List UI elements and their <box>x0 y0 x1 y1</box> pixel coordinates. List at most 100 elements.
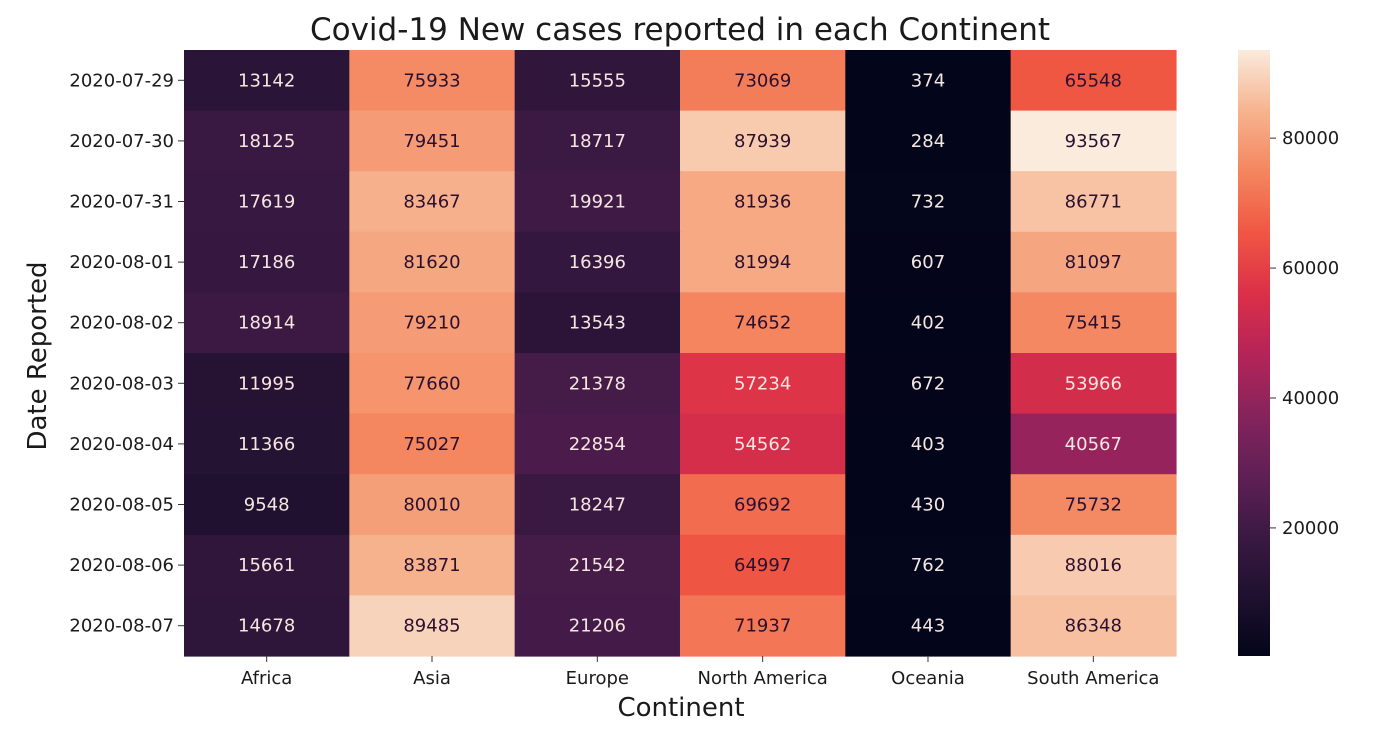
y-tick-label: 2020-08-06 <box>69 555 174 576</box>
cell-value-label: 15661 <box>238 555 295 576</box>
cell-value-label: 403 <box>911 434 945 455</box>
cell-value-label: 17619 <box>238 192 295 213</box>
heatmap-cell <box>845 534 1012 596</box>
cell-value-label: 22854 <box>569 434 626 455</box>
y-tick-label: 2020-07-29 <box>69 70 174 91</box>
heatmap-cell <box>679 50 846 112</box>
y-tick-label: 2020-07-31 <box>69 192 174 213</box>
heatmap-cell <box>845 110 1012 172</box>
cell-value-label: 79451 <box>403 131 460 152</box>
cell-value-label: 762 <box>911 555 945 576</box>
cell-value-label: 732 <box>911 192 945 213</box>
cell-value-label: 75415 <box>1065 313 1122 334</box>
cell-value-label: 40567 <box>1065 434 1122 455</box>
y-tick-label: 2020-08-04 <box>69 434 174 455</box>
heatmap-cell <box>845 50 1012 112</box>
cell-value-label: 443 <box>911 616 945 637</box>
heatmap-cell <box>514 595 681 657</box>
cell-value-label: 607 <box>911 252 945 273</box>
cell-value-label: 21378 <box>569 373 626 394</box>
cell-value-label: 71937 <box>734 616 791 637</box>
cell-value-label: 65548 <box>1065 70 1122 91</box>
cell-value-label: 86771 <box>1065 192 1122 213</box>
colorbar-tick-label: 80000 <box>1282 128 1339 149</box>
cell-value-label: 374 <box>911 70 945 91</box>
cell-value-label: 13142 <box>238 70 295 91</box>
heatmap-cell <box>349 292 516 354</box>
heatmap-cell <box>1010 353 1177 415</box>
cell-value-label: 77660 <box>403 373 460 394</box>
cell-value-label: 284 <box>911 131 945 152</box>
cell-value-label: 64997 <box>734 555 791 576</box>
cell-value-label: 57234 <box>734 373 791 394</box>
x-tick-label: Africa <box>241 668 292 689</box>
cell-value-label: 16396 <box>569 252 626 273</box>
heatmap-cell <box>514 171 681 233</box>
cell-value-label: 74652 <box>734 313 791 334</box>
heatmap-cell <box>679 534 846 596</box>
cell-value-label: 81936 <box>734 192 791 213</box>
cell-value-label: 80010 <box>403 495 460 516</box>
heatmap-cell <box>1010 110 1177 172</box>
heatmap-cell <box>679 171 846 233</box>
heatmap-cells: 13142 75933 15555 73069 374 65548 18125 79451 18… <box>184 50 1177 657</box>
heatmap-cell <box>349 595 516 657</box>
y-tick-label: 2020-08-05 <box>69 495 174 516</box>
cell-value-label: 21206 <box>569 616 626 637</box>
heatmap-cell <box>184 474 350 536</box>
heatmap-cell <box>679 474 846 536</box>
heatmap-cell <box>184 292 350 354</box>
cell-value-label: 17186 <box>238 252 295 273</box>
colorbar-tick-label: 40000 <box>1282 388 1339 409</box>
cell-value-label: 86348 <box>1065 616 1122 637</box>
cell-value-label: 81620 <box>403 252 460 273</box>
cell-value-label: 73069 <box>734 70 791 91</box>
cell-value-label: 18717 <box>569 131 626 152</box>
heatmap-cell <box>1010 534 1177 596</box>
heatmap-cell <box>349 413 516 475</box>
colorbar-ticks: 20000 40000 60000 80000 <box>1270 128 1339 539</box>
colorbar-tick-label: 20000 <box>1282 518 1339 539</box>
y-tick-label: 2020-08-01 <box>69 252 174 273</box>
cell-value-label: 402 <box>911 313 945 334</box>
colorbar-tick-label: 60000 <box>1282 258 1339 279</box>
heatmap-cell <box>1010 171 1177 233</box>
cell-value-label: 19921 <box>569 192 626 213</box>
heatmap-cell <box>184 171 350 233</box>
y-axis-ticks: 2020-07-29 2020-07-30 2020-07-31 2020-08-01… <box>69 70 184 637</box>
heatmap-cell <box>349 534 516 596</box>
colorbar <box>1238 50 1270 656</box>
y-tick-label: 2020-08-03 <box>69 373 174 394</box>
cell-value-label: 672 <box>911 373 945 394</box>
heatmap-cell <box>679 353 846 415</box>
cell-value-label: 83467 <box>403 192 460 213</box>
cell-value-label: 75732 <box>1065 495 1122 516</box>
cell-value-label: 11995 <box>238 373 295 394</box>
heatmap-cell <box>514 474 681 536</box>
x-tick-label: Europe <box>566 668 629 689</box>
cell-value-label: 88016 <box>1065 555 1122 576</box>
heatmap-cell <box>1010 413 1177 475</box>
cell-value-label: 75027 <box>403 434 460 455</box>
heatmap-cell <box>514 353 681 415</box>
cell-value-label: 75933 <box>403 70 460 91</box>
heatmap-cell <box>514 292 681 354</box>
heatmap-cell <box>349 353 516 415</box>
heatmap-cell <box>349 474 516 536</box>
cell-value-label: 83871 <box>403 555 460 576</box>
x-axis-label: Continent <box>617 693 744 723</box>
cell-value-label: 430 <box>911 495 945 516</box>
x-tick-label: North America <box>697 668 827 689</box>
cell-value-label: 81994 <box>734 252 791 273</box>
cell-value-label: 54562 <box>734 434 791 455</box>
heatmap-cell <box>679 110 846 172</box>
cell-value-label: 11366 <box>238 434 295 455</box>
heatmap-cell <box>845 595 1012 657</box>
cell-value-label: 18125 <box>238 131 295 152</box>
heatmap-cell <box>184 534 350 596</box>
cell-value-label: 89485 <box>403 616 460 637</box>
y-axis-label: Date Reported <box>23 261 53 450</box>
heatmap-cell <box>845 292 1012 354</box>
cell-value-label: 81097 <box>1065 252 1122 273</box>
